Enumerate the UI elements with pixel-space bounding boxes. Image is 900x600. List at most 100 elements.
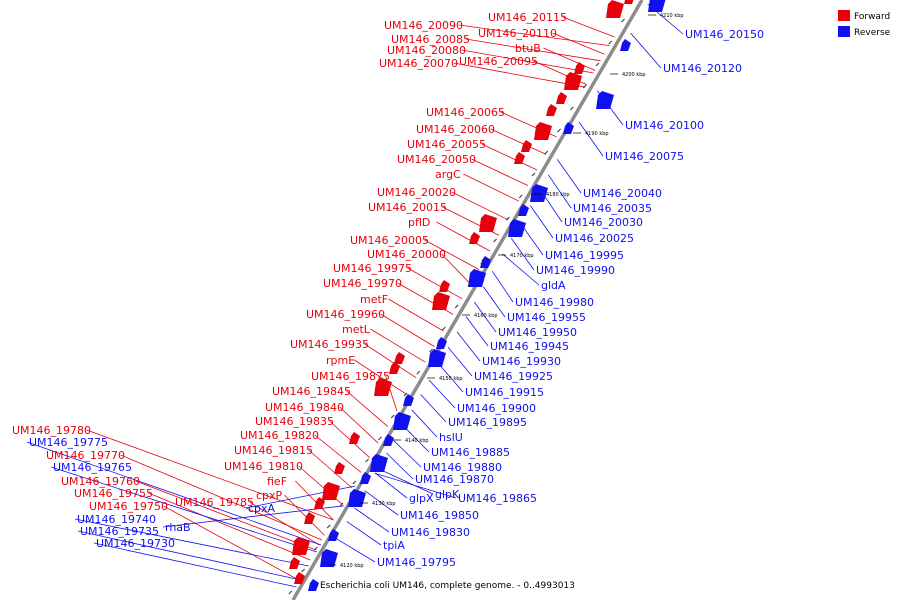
forward-gene-glyph	[574, 62, 585, 74]
leader-line	[491, 270, 514, 303]
reverse-gene-glyph	[436, 337, 447, 349]
forward-gene-glyph	[294, 572, 305, 584]
reverse-gene-label: UM146_19735	[80, 525, 159, 538]
scale-tick-label: 4170 kbp	[510, 253, 534, 259]
leader-line	[354, 359, 407, 395]
forward-gene-label: UM146_19935	[290, 338, 369, 351]
feature-mark	[557, 128, 561, 133]
reverse-gene-label: UM146_19995	[545, 249, 624, 262]
leader-line	[424, 239, 480, 270]
leader-line	[556, 159, 582, 194]
leader-line	[630, 32, 662, 69]
scale-ticks: 4120 kbp 4130 kbp 4140 kbp 4150 kbp 4160 kbp…	[328, 13, 684, 569]
leader-line	[456, 331, 481, 362]
feature-mark	[454, 304, 459, 309]
forward-gene-label: UM146_19810	[224, 460, 303, 473]
reverse-gene-glyph	[360, 472, 371, 484]
forward-gene-label: rpmE	[326, 354, 355, 367]
reverse-gene-label: UM146_19915	[465, 386, 544, 399]
leader-line	[447, 346, 473, 377]
feature-mark	[326, 524, 331, 529]
reverse-gene-glyph	[508, 219, 526, 237]
feature-mark	[480, 260, 485, 265]
forward-gene-label: UM146_20005	[350, 234, 429, 247]
reverse-gene-label: UM146_20150	[685, 28, 764, 41]
forward-gene-glyph	[389, 362, 400, 374]
leader-line	[458, 24, 610, 46]
reverse-gene-label: UM146_19830	[391, 526, 470, 539]
reverse-gene-glyph	[393, 412, 411, 430]
forward-gene-label: UM146_20070	[379, 57, 458, 70]
forward-gene-glyph	[439, 280, 450, 292]
forward-gene-label: UM146_19975	[333, 262, 412, 275]
feature-mark	[390, 414, 395, 419]
reverse-gene-label: UM146_19885	[431, 446, 510, 459]
reverse-gene-label: UM146_19870	[415, 473, 494, 486]
leader-line	[438, 363, 464, 393]
forward-gene-glyph	[534, 122, 552, 140]
forward-gene-glyph	[289, 557, 300, 569]
forward-gene-glyph	[292, 537, 310, 555]
forward-gene-label: UM146_20000	[367, 248, 446, 261]
feature-mark	[582, 84, 587, 89]
leader-line	[453, 62, 586, 88]
leader-line	[74, 518, 309, 567]
leader-line	[93, 542, 297, 588]
reverse-gene-label: UM146_19925	[474, 370, 553, 383]
feature-mark	[506, 216, 510, 221]
leader-line	[481, 143, 538, 171]
leader-line	[354, 507, 390, 533]
forward-gene-label: UM146_20085	[391, 33, 470, 46]
reverse-gene-glyph	[480, 256, 491, 268]
forward-gene-glyph	[374, 378, 392, 396]
reverse-gene-label: glpK	[435, 488, 460, 501]
leader-line	[428, 379, 456, 409]
forward-gene-label: metL	[342, 323, 371, 336]
reverse-gene-label: UM146_19765	[53, 461, 132, 474]
leader-line	[295, 480, 334, 521]
forward-gene-glyph	[624, 0, 634, 4]
forward-gene-glyph	[546, 104, 557, 116]
forward-gene-glyph	[564, 72, 582, 90]
reverse-gene-label: UM146_19850	[400, 509, 479, 522]
leader-line	[50, 466, 318, 553]
leader-line	[547, 174, 572, 209]
leader-line	[346, 521, 382, 546]
forward-gene-label: argC	[435, 168, 461, 181]
leader-line	[465, 316, 489, 347]
reverse-gene-label: gldA	[541, 279, 566, 292]
leader-line	[162, 505, 344, 528]
leader-line	[284, 494, 325, 536]
leader-line	[364, 490, 399, 516]
reverse-gene-label: glpX	[409, 492, 434, 505]
leader-line	[530, 205, 554, 239]
feature-mark	[493, 238, 497, 243]
reverse-gene-label: UM146_19990	[536, 264, 615, 277]
feature-mark	[531, 172, 536, 177]
leader-line	[562, 16, 615, 38]
leader-line	[465, 38, 601, 62]
leader-line	[77, 530, 301, 581]
feature-mark	[403, 392, 408, 397]
reverse-gene-label: tpiA	[383, 539, 405, 552]
forward-gene-label: UM146_19815	[234, 444, 313, 457]
leader-line	[411, 409, 438, 438]
forward-gene-label: UM146_19750	[89, 500, 168, 513]
forward-gene-label: UM146_20095	[459, 55, 538, 68]
reverse-gene-glyph	[403, 394, 414, 406]
reverse-gene-label: UM146_19880	[423, 461, 502, 474]
leader-line	[329, 420, 370, 459]
leader-line	[552, 32, 605, 55]
reverse-gene-label: UM146_19950	[498, 326, 577, 339]
forward-gene-label: UM146_20115	[488, 11, 567, 24]
scale-tick-label: 4130 kbp	[372, 501, 396, 507]
leader-line	[377, 468, 434, 495]
leader-line	[135, 480, 317, 551]
forward-gene-label: metF	[360, 293, 388, 306]
forward-gene-glyph	[394, 352, 405, 364]
legend-swatch	[838, 26, 850, 37]
forward-gene-label: UM146_19755	[74, 487, 153, 500]
scale-tick-label: 4180 kbp	[546, 192, 570, 198]
leader-line	[578, 121, 604, 157]
reverse-gene-label: rhaB	[165, 521, 191, 534]
